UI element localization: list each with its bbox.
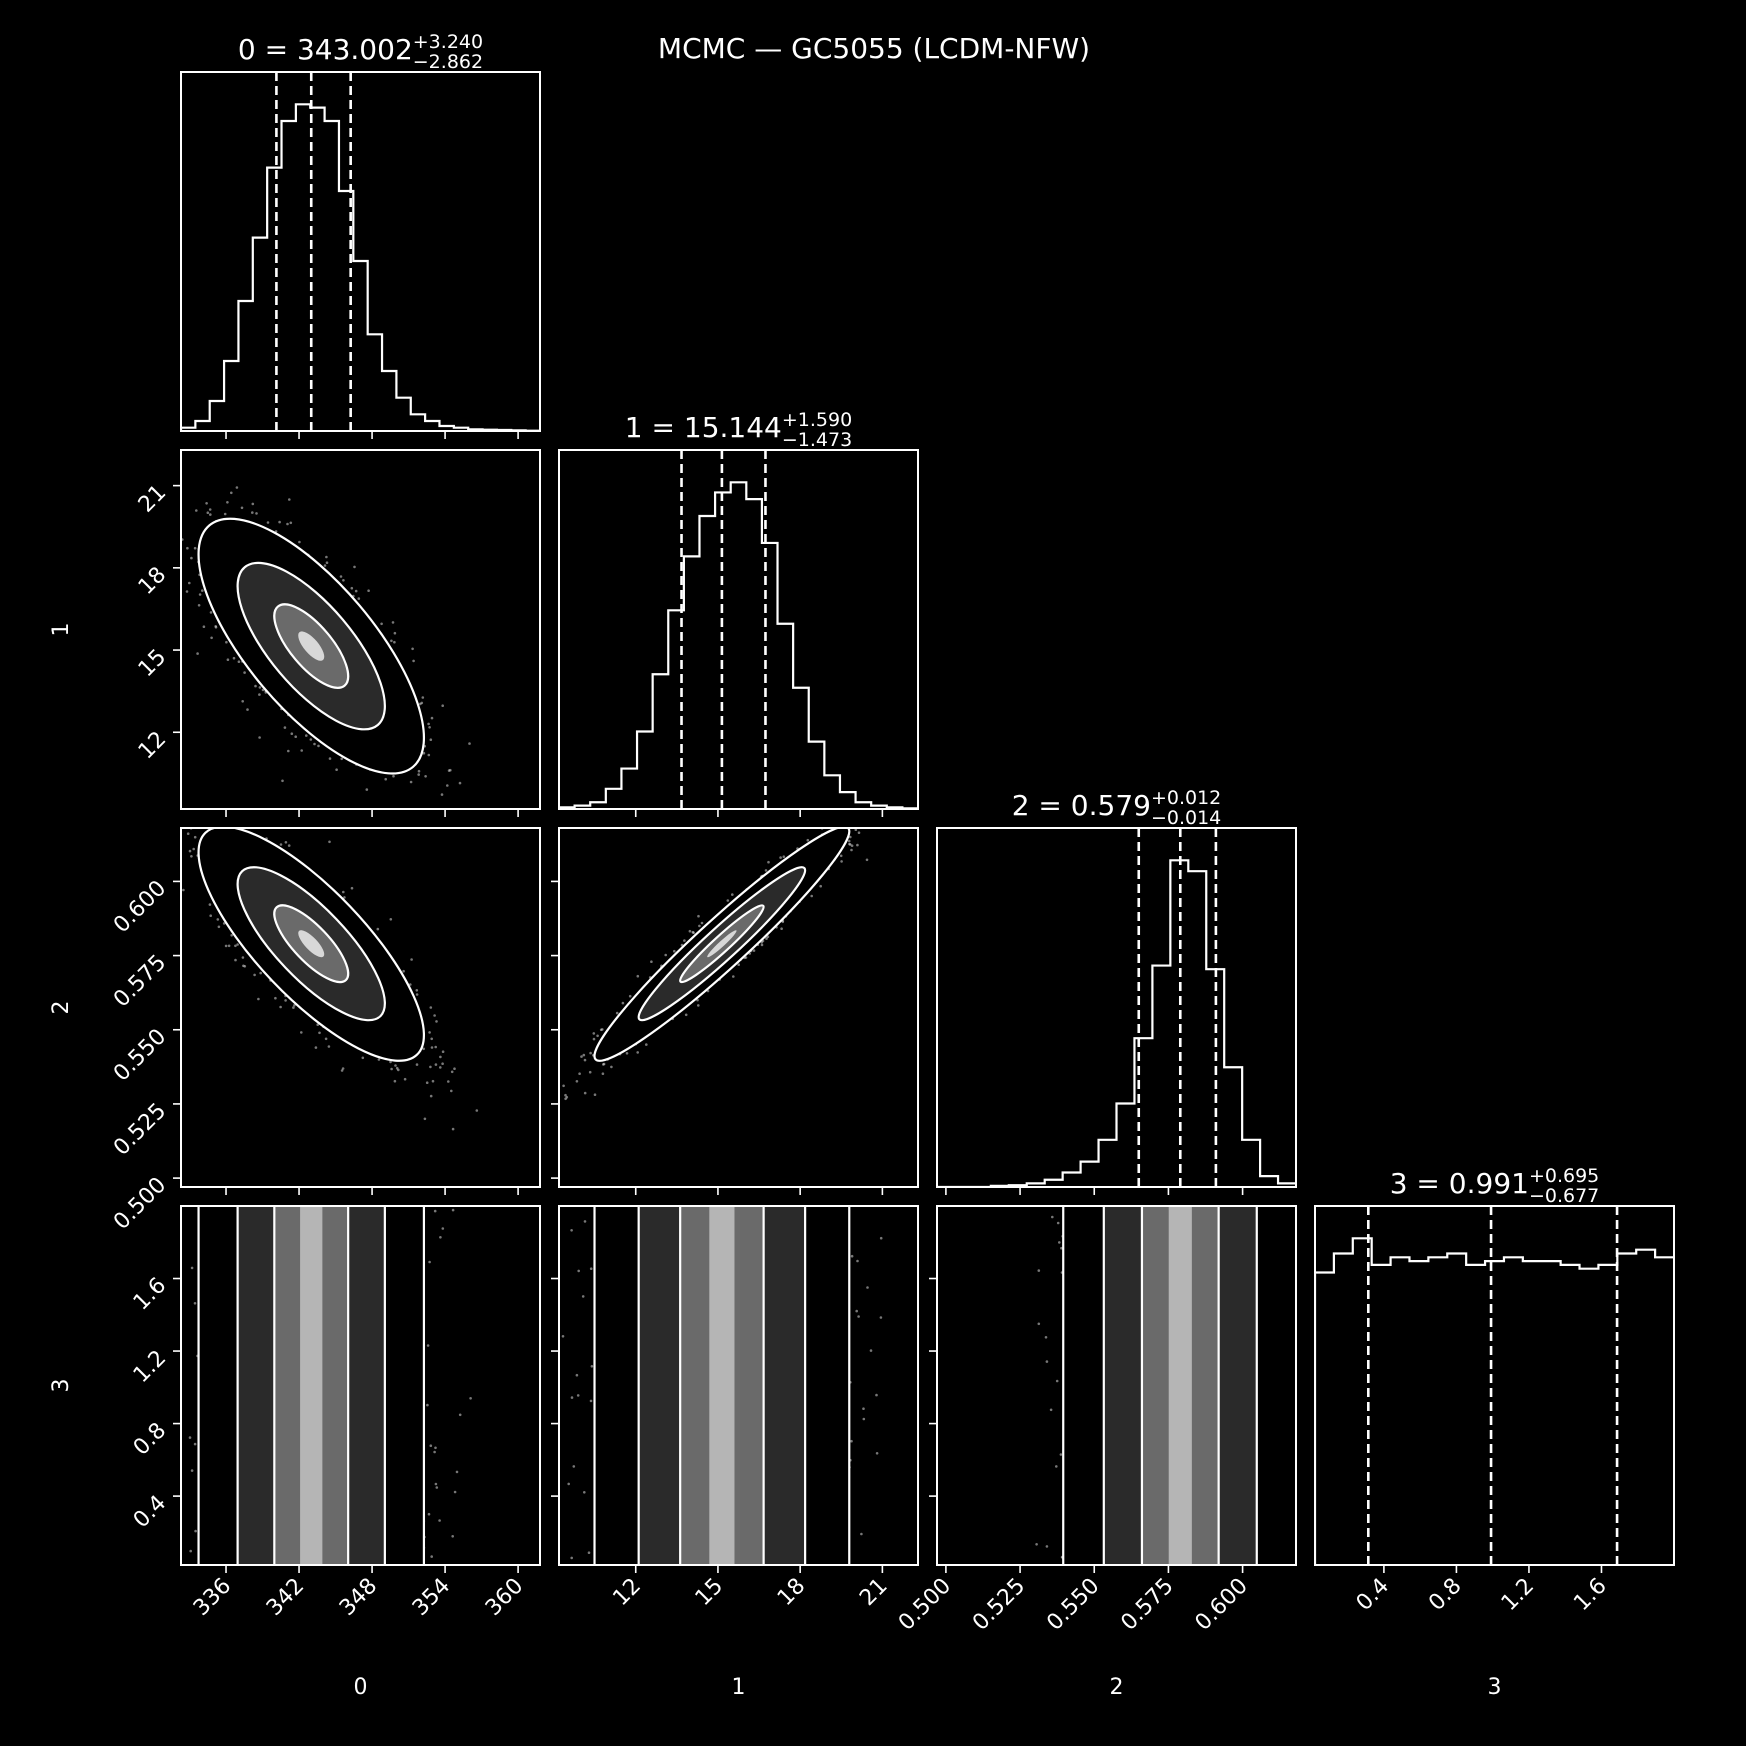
x-tick-label: 21	[855, 1574, 892, 1611]
x-tick-label: 1.6	[1569, 1574, 1611, 1616]
contours-1-3	[595, 1204, 850, 1567]
x-tick-label: 0.500	[894, 1574, 956, 1636]
contours-0-2	[167, 796, 456, 1092]
y-tick-label: 0.500	[109, 1173, 171, 1235]
scatter-panel-1-3: 12 15 18 21 1	[550, 1204, 918, 1700]
histogram-0	[181, 104, 540, 431]
x-tick-label: 354	[408, 1574, 455, 1621]
x-tick-label: 0.575	[1116, 1574, 1178, 1636]
panel-title-minus-1: −1.473	[782, 429, 852, 451]
x-tick-label: 342	[262, 1574, 309, 1621]
density-core	[300, 1204, 322, 1567]
x-tick-label: 336	[189, 1574, 236, 1621]
x-axis-label-2: 2	[1110, 1675, 1124, 1700]
histogram-2	[937, 860, 1296, 1187]
y-tick-label: 18	[134, 562, 171, 599]
density-core	[709, 1204, 734, 1567]
y-axis-label-2: 2	[49, 1001, 74, 1015]
panel-frame	[559, 450, 918, 809]
panel-frame	[1315, 1206, 1674, 1565]
y-tick-label: 0.575	[109, 950, 171, 1012]
x-axis-label-3: 3	[1488, 1675, 1502, 1700]
hist-panel-1: 1 = 15.144+1.590−1.473	[559, 409, 918, 817]
contours-0-3	[199, 1204, 424, 1567]
density-core	[1169, 1204, 1192, 1567]
histogram-1	[559, 482, 918, 809]
y-tick-label: 15	[134, 645, 171, 682]
x-tick-label: 1.2	[1497, 1574, 1539, 1616]
hist-panel-2: 2 = 0.579+0.012−0.014	[937, 787, 1296, 1195]
panel-frame	[559, 828, 918, 1187]
contours-1-2	[579, 810, 865, 1077]
y-axis-label-3: 3	[49, 1379, 74, 1393]
y-axis-label-1: 1	[49, 623, 74, 637]
scatter-panel-0-3: 336 342 348 354 360 0 0.4 0.8 1.2 1.6 3	[49, 1204, 540, 1700]
x-tick-label: 12	[608, 1574, 645, 1611]
y-tick-label: 12	[134, 727, 171, 764]
x-tick-label: 0.600	[1191, 1574, 1253, 1636]
y-tick-label: 21	[134, 480, 171, 517]
y-tick-label: 0.600	[109, 876, 171, 938]
y-tick-label: 1.6	[129, 1273, 171, 1315]
y-tick-label: 0.525	[109, 1098, 171, 1160]
hist-panel-0: 0 = 343.002+3.240−2.862	[181, 31, 540, 439]
scatter-panel-0-1: 12 15 18 21 1	[49, 450, 540, 840]
scatter-panel-0-2: 0.500 0.525 0.550 0.575 0.600 2	[49, 737, 540, 1235]
x-axis-label-0: 0	[354, 1675, 368, 1700]
y-tick-label: 0.4	[129, 1491, 171, 1533]
x-tick-label: 0.525	[968, 1574, 1030, 1636]
figure-title: MCMC — GC5055 (LCDM-NFW)	[658, 32, 1090, 65]
y-tick-label: 0.550	[109, 1024, 171, 1086]
contours-0-1	[161, 485, 461, 808]
y-tick-label: 0.8	[129, 1418, 171, 1460]
panel-title-minus-3: −0.677	[1529, 1185, 1599, 1207]
x-tick-label: 0.4	[1352, 1574, 1394, 1616]
panel-frame	[181, 72, 540, 431]
x-tick-label: 360	[481, 1574, 528, 1621]
scatter-panel-2-3: 0.500 0.525 0.550 0.575 0.600 2	[894, 1204, 1354, 1700]
y-tick-label: 1.2	[129, 1346, 171, 1388]
x-tick-label: 348	[335, 1574, 382, 1621]
x-axis-label-1: 1	[732, 1675, 746, 1700]
contours-2-3	[1063, 1204, 1297, 1567]
x-tick-label: 0.550	[1042, 1574, 1104, 1636]
x-tick-label: 15	[691, 1574, 728, 1611]
x-tick-label: 18	[773, 1574, 810, 1611]
panel-title-minus-2: −0.014	[1151, 807, 1221, 829]
panel-title-minus-0: −2.862	[413, 51, 483, 73]
x-tick-label: 0.8	[1424, 1574, 1466, 1616]
